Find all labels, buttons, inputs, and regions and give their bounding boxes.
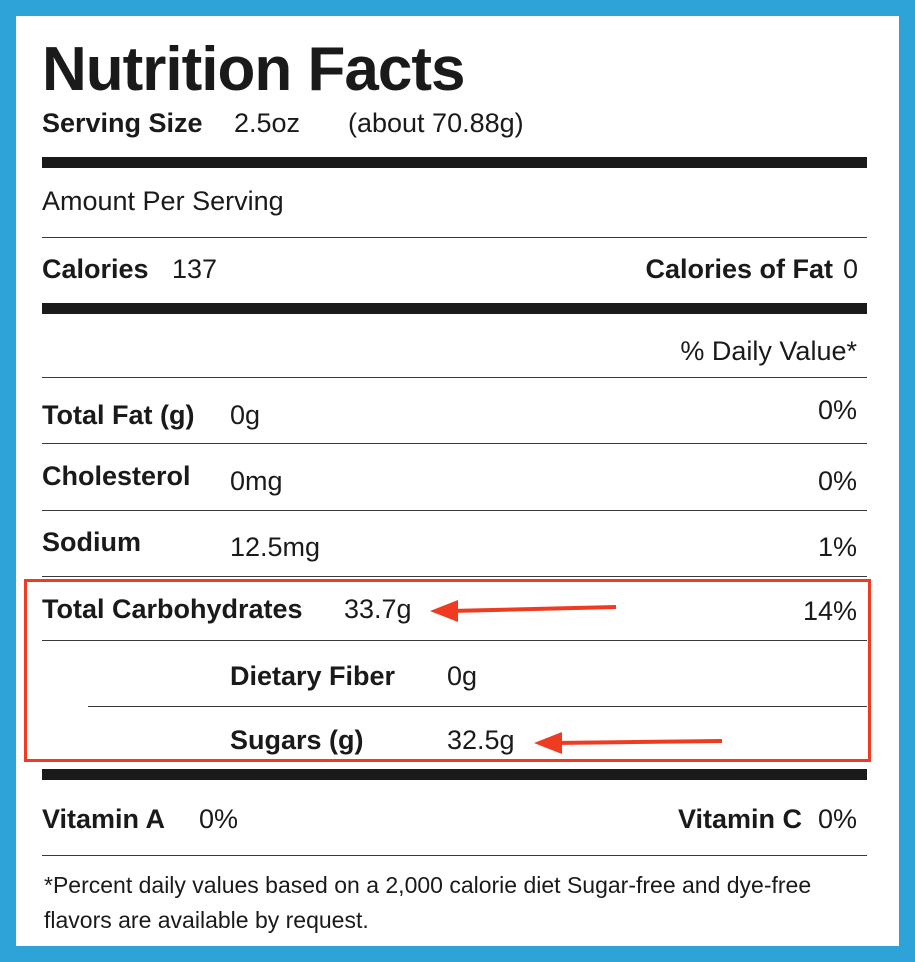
nutrient-amount: 12.5mg (230, 532, 321, 562)
nutrient-amount: 0g (447, 661, 478, 691)
nutrient-name: Cholesterol (42, 461, 191, 491)
divider (42, 640, 867, 641)
label-panel (16, 16, 899, 946)
vitamin-c-label: Vitamin C (677, 804, 802, 834)
nutrient-name: Sugars (g) (230, 725, 364, 755)
vitamin-c-value: 0% (817, 804, 857, 834)
serving-size-grams: (about 70.88g) (348, 108, 524, 138)
footnote-line: flavors are available by request. (44, 907, 369, 933)
nutrient-amount: 0mg (230, 466, 283, 496)
nutrient-dv: 14% (802, 596, 857, 626)
nutrient-name: Total Carbohydrates (42, 594, 303, 624)
calories-fat-label: Calories of Fat (645, 254, 833, 284)
nutrient-dv: 0% (817, 466, 857, 496)
label-title: Nutrition Facts (42, 35, 465, 104)
calories-fat-value: 0 (842, 254, 858, 284)
divider (42, 443, 867, 444)
nutrient-dv: 0% (817, 395, 857, 425)
highlight-box (24, 579, 871, 762)
serving-size-value: 2.5oz (234, 108, 301, 138)
nutrient-name: Total Fat (g) (42, 400, 195, 430)
divider (42, 855, 867, 856)
nutrient-name: Sodium (42, 527, 141, 557)
divider (88, 706, 867, 707)
arrow-left-icon (534, 732, 723, 754)
arrow-left-icon (430, 600, 617, 622)
thick-divider (42, 157, 867, 168)
nutrient-amount: 33.7g (344, 594, 412, 624)
daily-value-header: % Daily Value* (680, 336, 857, 366)
calories-label: Calories (42, 254, 149, 284)
nutrient-amount: 0g (230, 400, 261, 430)
nutrient-amount: 32.5g (447, 725, 515, 755)
amount-per-serving: Amount Per Serving (42, 186, 284, 216)
nutrient-name: Dietary Fiber (230, 661, 396, 691)
nutrient-dv: 1% (817, 532, 857, 562)
divider (42, 377, 867, 378)
serving-size-label: Serving Size (42, 108, 203, 138)
footnote-line: *Percent daily values based on a 2,000 c… (44, 872, 812, 898)
vitamin-a-label: Vitamin A (42, 804, 166, 834)
thick-divider (42, 769, 867, 780)
divider (42, 510, 867, 511)
divider (42, 576, 867, 577)
divider (42, 237, 867, 238)
calories-value: 137 (172, 254, 218, 284)
vitamin-a-value: 0% (199, 804, 239, 834)
thick-divider (42, 303, 867, 314)
